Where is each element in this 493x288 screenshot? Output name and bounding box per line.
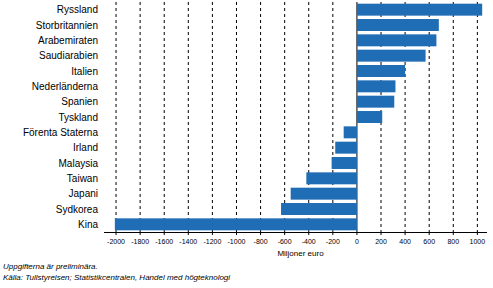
tick-label: 400 — [399, 238, 411, 245]
tick-label: -400 — [302, 238, 316, 245]
category-label: Förenta Staterna — [23, 127, 98, 138]
bar — [357, 19, 439, 31]
bar — [357, 65, 405, 77]
grid-line — [284, 2, 285, 232]
category-label: Malaysia — [59, 158, 99, 169]
tick-label: -1000 — [228, 238, 246, 245]
category-label: Italien — [71, 66, 98, 77]
category-label: Arabemiraten — [38, 35, 98, 46]
bar — [332, 157, 357, 169]
bar — [357, 50, 426, 62]
grid-line — [236, 2, 237, 232]
bars — [115, 4, 482, 231]
category-label: Irland — [73, 142, 98, 153]
footnote: Uppgifterna är preliminära. — [3, 262, 98, 271]
bar — [115, 218, 357, 230]
grid-line — [453, 2, 454, 232]
x-axis — [104, 232, 487, 233]
tick-label: 800 — [447, 238, 459, 245]
tick-label: 0 — [355, 238, 359, 245]
bar — [344, 126, 357, 138]
grid — [116, 2, 477, 232]
tick-label: -1400 — [179, 238, 197, 245]
bar — [281, 203, 357, 215]
category-label: Spanien — [61, 96, 98, 107]
tick-label: 200 — [375, 238, 387, 245]
bar — [291, 188, 357, 200]
grid-line — [164, 2, 165, 232]
category-label: Taiwan — [67, 173, 98, 184]
category-label: Japani — [69, 188, 98, 199]
x-axis-label: Miljoner euro — [277, 249, 324, 258]
grid-line — [188, 2, 189, 232]
category-label: Nederländerna — [32, 81, 99, 92]
tick-label: -200 — [326, 238, 340, 245]
bar — [335, 142, 357, 154]
tick-label: -800 — [254, 238, 268, 245]
grid-line — [140, 2, 141, 232]
tick-label: -600 — [278, 238, 292, 245]
grid-line — [477, 2, 478, 232]
grid-line — [260, 2, 261, 232]
category-label: Saudiarabien — [39, 50, 98, 61]
category-label: Tyskland — [59, 112, 98, 123]
bar — [357, 96, 394, 108]
category-label: Storbritannien — [36, 20, 98, 31]
category-label: Sydkorea — [56, 204, 99, 215]
bar — [357, 34, 436, 46]
bar — [357, 111, 382, 123]
chart: -2000-1800-1600-1400-1200-1000-800-600-4… — [0, 0, 493, 288]
footnote: Källa: Tullstyrelsen; Statistikcentralen… — [3, 273, 230, 282]
tick-label: -1600 — [155, 238, 173, 245]
bar — [357, 4, 482, 16]
category-label: Kina — [78, 219, 98, 230]
tick-label: -1200 — [203, 238, 221, 245]
tick-label: 1000 — [470, 238, 486, 245]
bar — [306, 172, 357, 184]
bar — [357, 80, 396, 92]
tick-label: -2000 — [107, 238, 125, 245]
tick-label: 600 — [423, 238, 435, 245]
grid-line — [212, 2, 213, 232]
tick-label: -1800 — [131, 238, 149, 245]
category-label: Ryssland — [57, 4, 98, 15]
grid-line — [116, 2, 117, 232]
